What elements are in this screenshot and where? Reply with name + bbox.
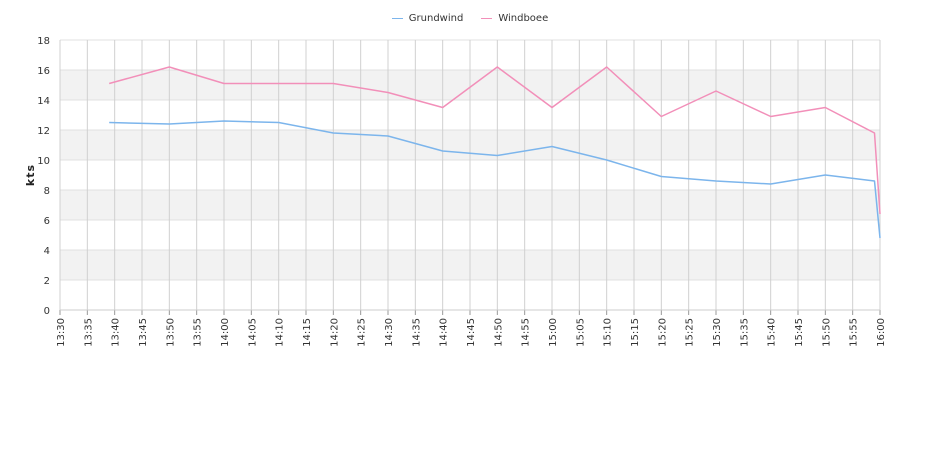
- series-line-grundwind: [109, 120, 881, 239]
- x-tick-label: 14:40: [439, 318, 450, 347]
- x-tick-label: 15:30: [712, 318, 723, 347]
- legend-label: Windboee: [498, 13, 549, 24]
- x-tick-label: 14:10: [275, 318, 286, 347]
- x-tick-label: 14:45: [466, 318, 477, 347]
- x-tick-label: 14:25: [357, 318, 368, 347]
- x-tick-label: 14:50: [493, 318, 504, 347]
- x-tick-label: 15:15: [630, 318, 641, 347]
- y-tick-label: 4: [44, 246, 50, 257]
- x-tick-label: 15:20: [657, 318, 668, 347]
- x-tick-label: 15:05: [575, 318, 586, 347]
- x-tick-label: 14:15: [302, 318, 313, 347]
- x-tick-label: 13:35: [83, 318, 94, 347]
- y-tick-label: 10: [37, 156, 50, 167]
- y-tick-label: 0: [44, 306, 50, 317]
- x-tick-label: 15:10: [603, 318, 614, 347]
- y-tick-label: 12: [37, 126, 50, 137]
- x-tick-label: 14:00: [220, 318, 231, 347]
- legend-item-windboee[interactable]: Windboee: [481, 13, 548, 24]
- x-tick-label: 15:45: [794, 318, 805, 347]
- x-tick-label: 13:40: [111, 318, 122, 347]
- legend-label: Grundwind: [408, 13, 464, 24]
- y-tick-label: 8: [44, 186, 50, 197]
- x-tick-label: 14:30: [384, 318, 395, 347]
- x-tick-label: 15:35: [739, 318, 750, 347]
- y-axis-title: kts: [24, 164, 37, 186]
- x-tick-label: 15:50: [821, 318, 832, 347]
- series-line-windboee: [109, 66, 881, 215]
- x-tick-label: 13:30: [56, 318, 67, 347]
- x-tick-label: 15:00: [548, 318, 559, 347]
- legend-item-grundwind[interactable]: Grundwind: [391, 13, 464, 24]
- x-tick-label: 14:20: [329, 318, 340, 347]
- y-tick-label: 2: [44, 276, 50, 287]
- legend-swatch: [391, 18, 403, 19]
- x-tick-label: 15:55: [849, 318, 860, 347]
- x-tick-label: 16:00: [876, 318, 887, 347]
- legend-swatch: [481, 18, 493, 19]
- x-tick-label: 14:05: [247, 318, 258, 347]
- x-tick-label: 13:55: [193, 318, 204, 347]
- x-tick-label: 14:55: [521, 318, 532, 347]
- y-tick-label: 18: [37, 36, 50, 47]
- y-tick-label: 16: [37, 66, 50, 77]
- y-tick-label: 6: [44, 216, 50, 227]
- x-tick-label: 15:25: [685, 318, 696, 347]
- y-tick-label: 14: [37, 96, 50, 107]
- legend: Grundwind Windboee: [0, 13, 940, 24]
- x-tick-label: 15:40: [767, 318, 778, 347]
- x-tick-label: 13:45: [138, 318, 149, 347]
- x-tick-label: 14:35: [411, 318, 422, 347]
- x-tick-label: 13:50: [165, 318, 176, 347]
